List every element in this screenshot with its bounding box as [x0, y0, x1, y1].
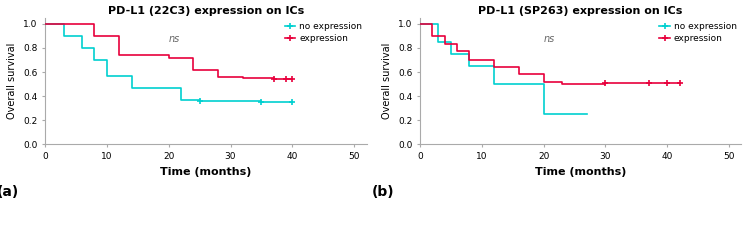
- Title: PD-L1 (22C3) expression on ICs: PD-L1 (22C3) expression on ICs: [108, 6, 304, 16]
- Text: ns: ns: [544, 34, 555, 45]
- Text: ns: ns: [169, 34, 180, 45]
- X-axis label: Time (months): Time (months): [160, 167, 252, 177]
- Y-axis label: Overall survival: Overall survival: [382, 43, 392, 119]
- Text: (a): (a): [0, 185, 19, 199]
- Legend: no expression, expression: no expression, expression: [285, 22, 362, 43]
- Text: (b): (b): [372, 185, 394, 199]
- X-axis label: Time (months): Time (months): [535, 167, 627, 177]
- Legend: no expression, expression: no expression, expression: [660, 22, 737, 43]
- Y-axis label: Overall survival: Overall survival: [7, 43, 17, 119]
- Title: PD-L1 (SP263) expression on ICs: PD-L1 (SP263) expression on ICs: [479, 6, 683, 16]
